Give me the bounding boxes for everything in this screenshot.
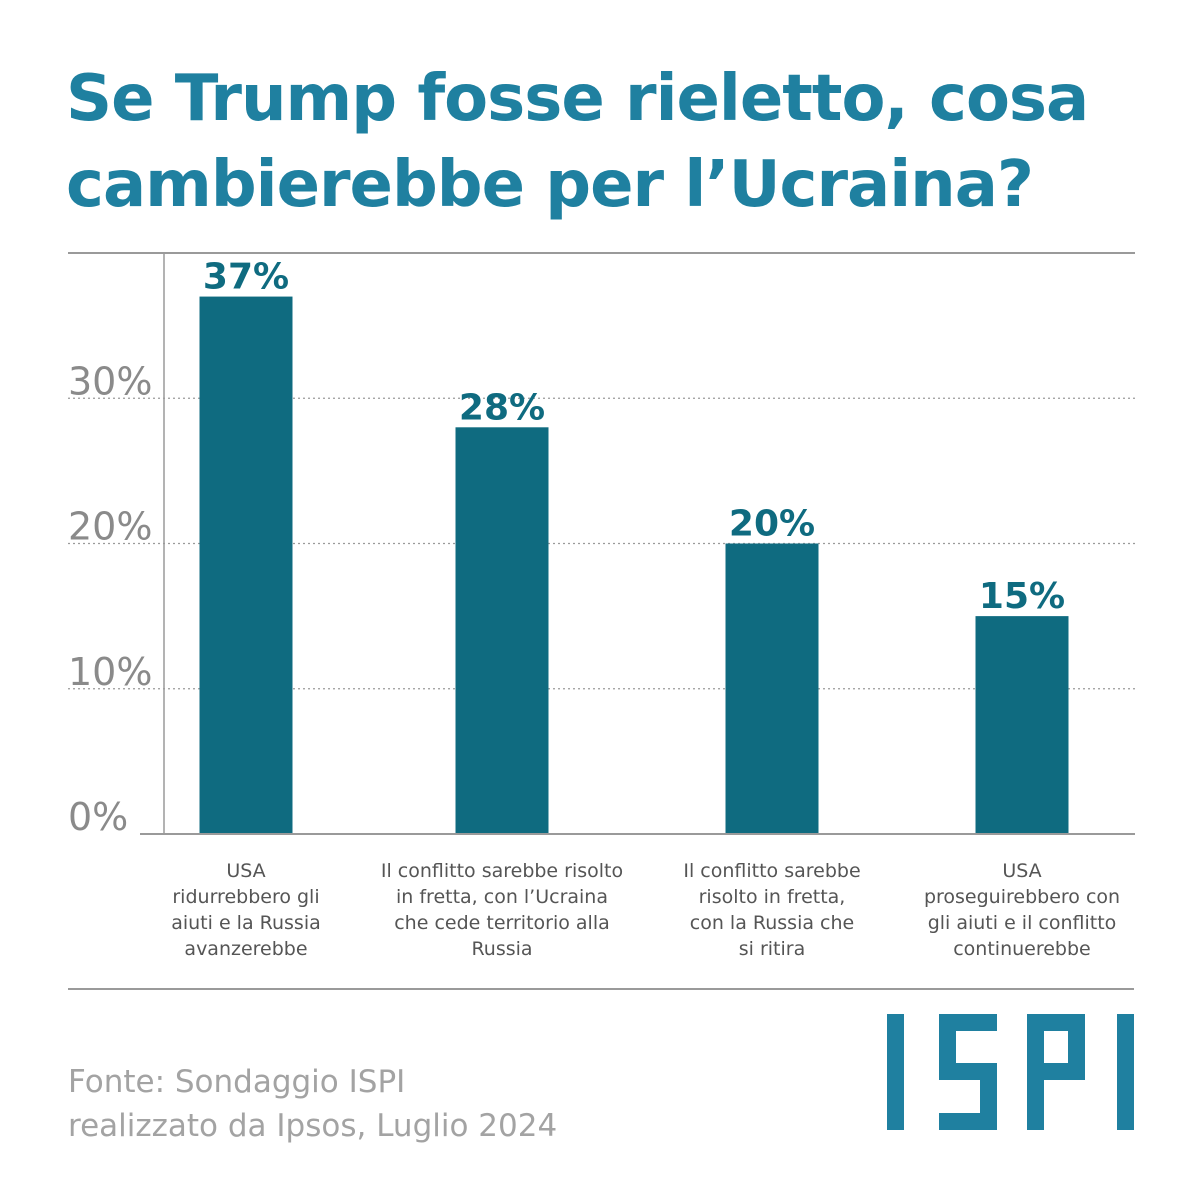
source-line-1: Fonte: Sondaggio ISPI (68, 1064, 406, 1100)
title-line-1: Se Trump fosse rieletto, cosa (66, 62, 1089, 136)
data-label: 37% (203, 257, 289, 298)
x-category-label-line: Il conflitto sarebbe (683, 860, 861, 882)
x-category-label-line: continuerebbe (953, 938, 1091, 960)
data-label: 15% (979, 576, 1065, 617)
x-category-label-line: con la Russia che (689, 912, 855, 934)
x-category-label-line: si ritira (738, 938, 806, 960)
x-category-label-line: che cede territorio alla (394, 912, 610, 934)
x-category-label-line: ridurrebbero gli (172, 886, 320, 908)
x-category-label: USA ridurrebbero gli aiuti e la Russia avan… (111, 858, 381, 962)
x-category-label: USA proseguirebbero con gli aiuti e il con… (887, 858, 1157, 962)
x-category-label: Il conflitto sarebbe risolto in fretta, co… (637, 858, 907, 962)
bottom-divider (68, 988, 1134, 990)
y-tick-label: 20% (68, 505, 152, 549)
bar (199, 296, 293, 834)
x-category-label-line: risolto in fretta, (698, 886, 846, 908)
x-category-label: Il conflitto sarebbe risolto in fretta, c… (367, 858, 637, 962)
bar-chart: 0% 10% 20% 30% 37% 28% 20% 15% (68, 252, 1135, 839)
y-tick-label: 0% (68, 795, 128, 839)
ispi-logo (887, 1014, 1134, 1130)
x-category-label-line: USA (226, 860, 266, 882)
x-category-label-line: USA (1002, 860, 1042, 882)
x-category-label-line: in fretta, con l’Ucraina (396, 886, 608, 908)
y-tick-label: 30% (68, 359, 152, 403)
x-category-label-line: avanzerebbe (184, 938, 308, 960)
chart-title: Se Trump fosse rieletto, cosa cambierebb… (66, 56, 1146, 228)
x-category-label-line: Russia (471, 938, 533, 960)
x-category-label-line: Il conflitto sarebbe risolto (380, 860, 624, 882)
bar (725, 543, 819, 834)
bar (455, 427, 549, 834)
source-note: Fonte: Sondaggio ISPI realizzato da Ipso… (68, 1060, 768, 1148)
source-line-2: realizzato da Ipsos, Luglio 2024 (68, 1108, 558, 1144)
x-category-label-line: aiuti e la Russia (171, 912, 321, 934)
y-tick-label: 10% (68, 650, 152, 694)
title-line-2: cambierebbe per l’Ucraina? (66, 148, 1034, 222)
bar (975, 616, 1069, 834)
x-category-label-line: proseguirebbero con (923, 886, 1121, 908)
data-label: 28% (459, 387, 545, 428)
x-category-label-line: gli aiuti e il conflitto (927, 912, 1117, 934)
data-label: 20% (729, 504, 815, 545)
